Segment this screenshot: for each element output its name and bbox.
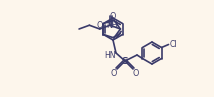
Text: S: S: [122, 56, 128, 65]
Text: O: O: [97, 20, 103, 29]
Text: O: O: [110, 12, 116, 21]
Text: NH: NH: [106, 21, 118, 30]
Text: Cl: Cl: [170, 40, 177, 49]
Text: O: O: [111, 68, 117, 78]
Text: O: O: [133, 68, 139, 78]
Text: HN: HN: [104, 51, 116, 59]
